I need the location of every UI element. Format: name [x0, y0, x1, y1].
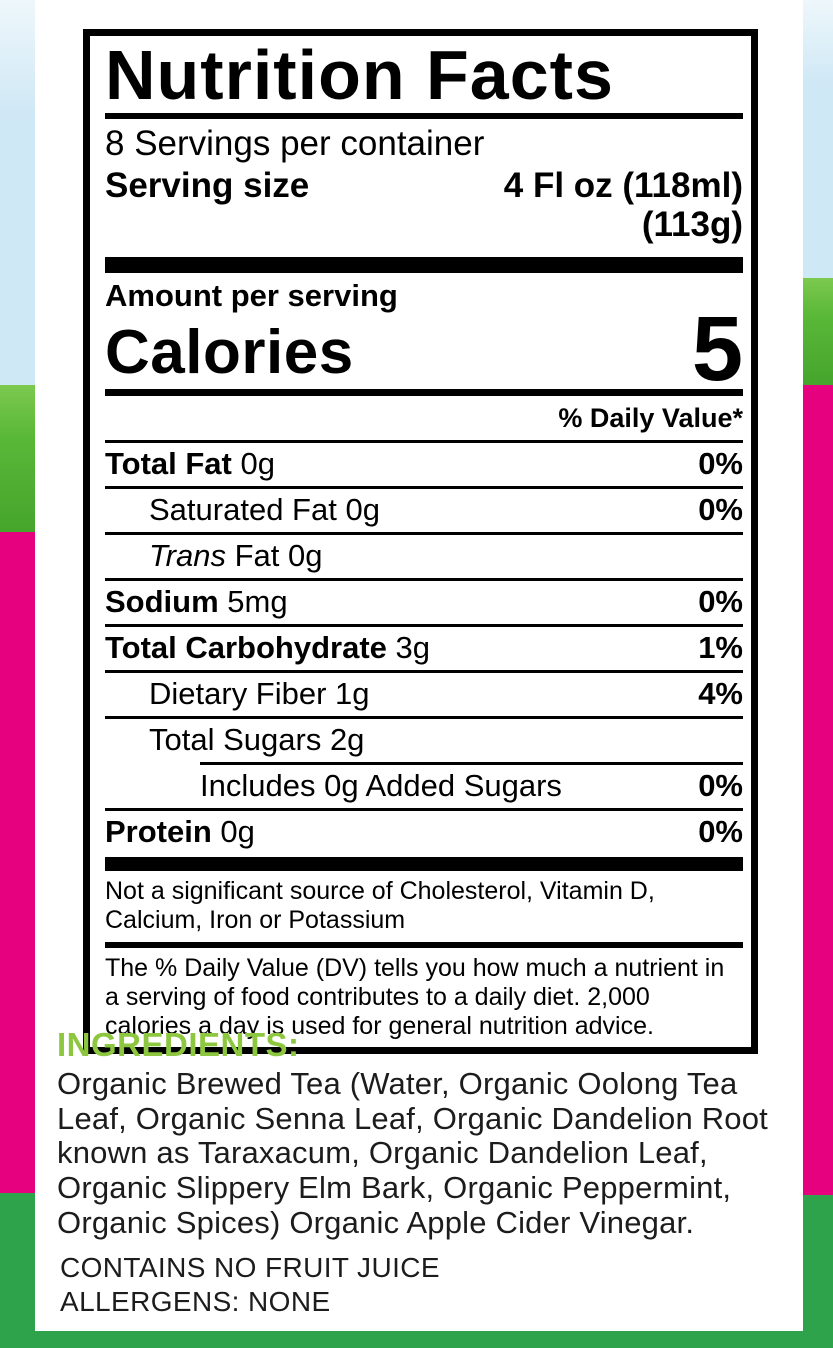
nutrient-daily-value: 1%	[698, 629, 743, 665]
nutrition-row-added-sugars: Includes 0g Added Sugars 0%	[105, 765, 743, 808]
nutrition-facts-panel: Nutrition Facts 8 Servings per container…	[83, 29, 758, 1054]
background-left-strip	[0, 0, 35, 1348]
bottom-green-bar	[0, 1331, 833, 1348]
nutrient-name: Total Fat 0g	[105, 445, 275, 481]
nutrient-daily-value: 4%	[698, 676, 743, 712]
row-divider	[105, 716, 743, 720]
nutrition-row-total-carbohydrate: Total Carbohydrate 3g 1%	[105, 627, 743, 670]
servings-per-container: 8 Servings per container	[105, 124, 485, 163]
nutrient-name: Sodium 5mg	[105, 583, 288, 619]
nutrient-name: Protein 0g	[105, 814, 255, 850]
nutrient-daily-value: 0%	[698, 768, 743, 804]
nutrition-row-saturated-fat: Saturated Fat 0g 0%	[105, 489, 743, 532]
no-fruit-juice-note: CONTAINS NO FRUIT JUICE	[60, 1252, 440, 1283]
daily-value-header: % Daily Value*	[105, 396, 743, 443]
serving-size-value: 4 Fl oz (118ml)	[503, 166, 743, 205]
serving-size-label: Serving size	[105, 166, 310, 205]
nutrient-name: Trans Fat 0g	[149, 537, 323, 573]
ingredients-heading: INGREDIENTS:	[57, 1026, 300, 1063]
nutrition-row-dietary-fiber: Dietary Fiber 1g 4%	[105, 673, 743, 716]
nutrient-name: Dietary Fiber 1g	[149, 676, 370, 712]
nutrient-daily-value: 0%	[698, 814, 743, 850]
nutrient-name: Includes 0g Added Sugars	[200, 768, 562, 804]
daily-value-footnote: The % Daily Value (DV) tells you how muc…	[105, 954, 725, 1040]
serving-size-weight: (113g)	[641, 205, 743, 245]
calories-value: 5	[691, 298, 743, 401]
row-divider	[105, 623, 743, 627]
right-strip-segment	[803, 278, 833, 385]
calories-row: Calories 5	[105, 298, 743, 401]
right-strip-segment	[803, 1195, 833, 1348]
row-divider	[105, 577, 743, 581]
row-divider	[200, 762, 743, 766]
thick-divider	[105, 257, 743, 274]
left-strip-segment	[0, 1193, 35, 1348]
calories-label: Calories	[105, 317, 354, 387]
row-divider	[105, 531, 743, 535]
nutrition-row-total-sugars: Total Sugars 2g	[105, 719, 743, 762]
nutrition-row-sodium: Sodium 5mg 0%	[105, 581, 743, 624]
row-divider	[105, 670, 743, 674]
allergens-note: ALLERGENS: NONE	[60, 1285, 331, 1317]
nutrient-daily-value: 0%	[698, 491, 743, 527]
nutrient-daily-value: 0%	[698, 583, 743, 619]
claims-section: CONTAINS NO FRUIT JUICE ALLERGENS: NONE	[60, 1251, 710, 1318]
right-strip-segment	[803, 0, 833, 278]
nutrition-row-total-fat: Total Fat 0g 0%	[105, 443, 743, 486]
serving-size-row: Serving size 4 Fl oz (118ml) (113g)	[105, 166, 743, 244]
nutrient-name: Saturated Fat 0g	[149, 491, 380, 527]
medium-divider-2	[105, 942, 743, 949]
nutrition-row-trans-fat: Trans Fat 0g	[105, 535, 743, 578]
background-right-strip	[803, 0, 833, 1348]
left-strip-segment	[0, 532, 35, 1193]
nutrient-name: Total Carbohydrate 3g	[105, 629, 431, 665]
not-significant-note: Not a significant source of Cholesterol,…	[105, 877, 655, 935]
row-divider	[105, 808, 743, 812]
row-divider	[105, 485, 743, 489]
nutrient-name: Total Sugars 2g	[149, 722, 365, 758]
thick-divider-bottom	[105, 857, 743, 872]
medium-divider	[105, 388, 743, 396]
ingredients-text: Organic Brewed Tea (Water, Organic Oolon…	[57, 1066, 768, 1240]
nutrition-row-protein: Protein 0g 0%	[105, 811, 743, 854]
ingredients-section: INGREDIENTS: Organic Brewed Tea (Water, …	[57, 1026, 797, 1241]
nutrient-daily-value: 0%	[698, 445, 743, 481]
right-strip-segment	[803, 385, 833, 1195]
left-strip-segment	[0, 0, 35, 385]
nutrition-title: Nutrition Facts	[105, 40, 743, 119]
amount-per-serving-label: Amount per serving	[105, 278, 398, 314]
serving-size-values: 4 Fl oz (118ml) (113g)	[504, 166, 743, 244]
nutrition-rows: Total Fat 0g 0% Saturated Fat 0g 0% Trans Fa…	[105, 443, 743, 855]
left-strip-segment	[0, 385, 35, 532]
